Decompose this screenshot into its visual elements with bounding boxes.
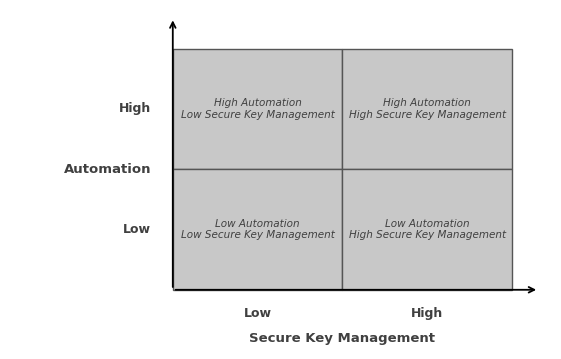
Bar [173,169,342,290]
Bar [173,48,342,169]
Text: Low Automation
Low Secure Key Management: Low Automation Low Secure Key Management [181,219,334,240]
Bar [342,48,512,169]
Text: Low Automation
High Secure Key Management: Low Automation High Secure Key Managemen… [349,219,506,240]
Bar [342,169,512,290]
Text: High Automation
High Secure Key Management: High Automation High Secure Key Manageme… [349,98,506,120]
Text: High: High [119,102,151,115]
Text: High Automation
Low Secure Key Management: High Automation Low Secure Key Managemen… [181,98,334,120]
Text: Low: Low [123,223,151,236]
Text: Secure Key Management: Secure Key Management [250,332,435,345]
Text: Automation: Automation [64,163,151,176]
Text: High: High [411,307,443,320]
Text: Low: Low [243,307,272,320]
